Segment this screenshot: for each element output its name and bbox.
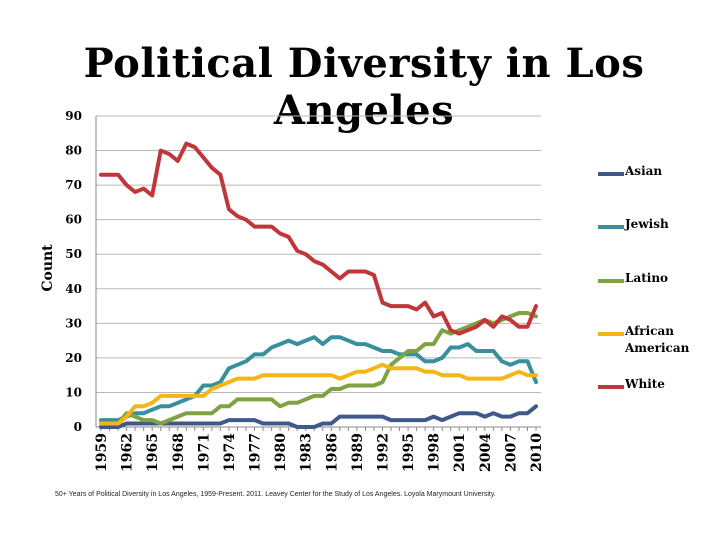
series-line-african-american [99,362,538,426]
x-tick-label: 1974 [222,433,238,472]
x-tick-label: 1989 [350,433,366,472]
y-tick-label: 70 [65,178,82,192]
legend-label: Latino [625,271,669,285]
legend-swatch [598,279,624,283]
x-tick-label: 1959 [94,433,110,472]
series-line-jewish [99,335,538,423]
x-tick-label: 1977 [248,433,264,472]
legend-label: White [625,377,665,391]
x-tick-label: 1986 [324,433,340,472]
x-tick-label: 1980 [273,433,289,472]
x-tick-label: 1965 [145,433,161,472]
y-tick-label: 60 [65,213,82,227]
x-tick-label: 1983 [299,433,315,472]
x-tick-label: 2004 [478,433,494,472]
series-line-asian [99,404,538,429]
series-line-white [99,141,538,336]
legend-swatch [598,172,624,176]
x-tick-label: 2001 [452,433,468,472]
y-tick-label: 90 [65,109,82,123]
x-tick-label: 1995 [401,433,417,472]
y-tick-label: 0 [74,420,82,434]
y-tick-label: 20 [65,351,82,365]
chart-title: Political Diversity in Los Angeles [83,40,645,134]
x-tick-label: 1971 [196,433,212,472]
x-tick-label: 1998 [427,433,443,472]
y-tick-label: 80 [65,144,82,158]
series-line-latino [99,311,538,426]
source-note: 50+ Years of Political Diversity in Los … [55,491,496,498]
legend-label: Jewish [625,217,669,231]
legend-swatch [598,332,624,336]
x-tick-label: 2010 [529,433,545,472]
y-tick-label: 50 [65,247,82,261]
x-tick-label: 1992 [375,433,391,472]
legend-swatch [598,385,624,389]
legend-label: Asian [625,164,663,178]
y-tick-label: 10 [65,385,82,399]
x-tick-label: 2007 [503,433,519,472]
legend-swatch [598,225,624,229]
legend-label: African American [625,324,690,355]
y-tick-label: 40 [65,282,82,296]
y-tick-label: 30 [65,316,82,330]
x-tick-label: 1968 [171,433,187,472]
x-tick-label: 1962 [120,433,136,472]
